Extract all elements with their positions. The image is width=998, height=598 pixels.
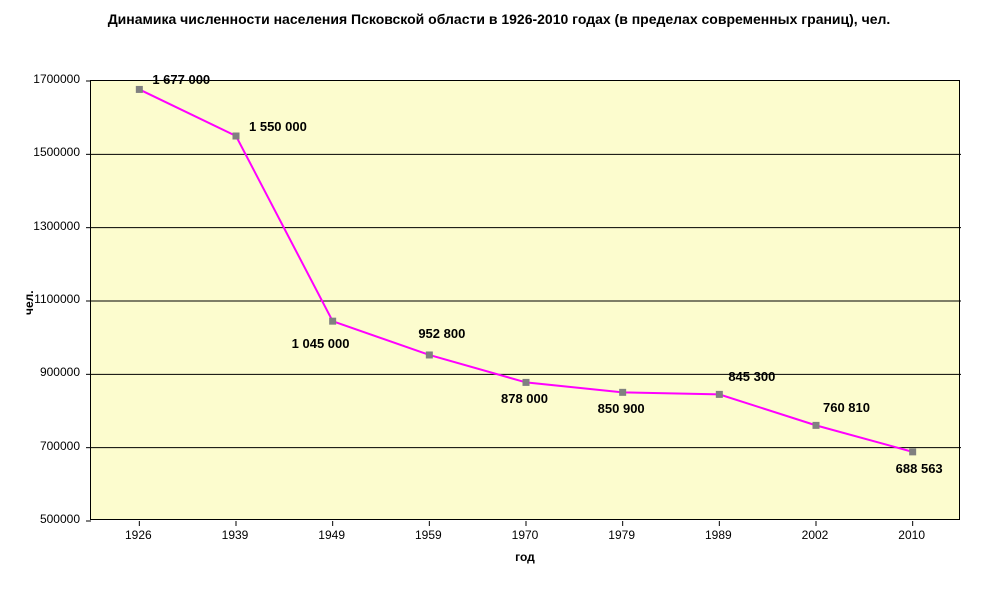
y-tick-label: 1500000 — [0, 145, 80, 159]
data-point-label: 845 300 — [728, 369, 775, 384]
data-point-label: 952 800 — [418, 326, 465, 341]
data-point-label: 850 900 — [598, 401, 645, 416]
y-tick-label: 900000 — [0, 365, 80, 379]
chart-title: Динамика численности населения Псковской… — [0, 10, 998, 28]
x-tick-label: 1979 — [592, 528, 652, 542]
y-tick-label: 1100000 — [0, 292, 80, 306]
y-tick-label: 700000 — [0, 439, 80, 453]
y-tick-label: 1300000 — [0, 219, 80, 233]
data-point-label: 1 045 000 — [292, 336, 350, 351]
y-axis-title: чел. — [22, 290, 36, 315]
x-tick-label: 1939 — [205, 528, 265, 542]
x-tick-label: 2010 — [882, 528, 942, 542]
y-tick-label: 1700000 — [0, 72, 80, 86]
data-point-label: 1 677 000 — [152, 72, 210, 87]
x-tick-label: 1926 — [108, 528, 168, 542]
data-point-label: 688 563 — [896, 461, 943, 476]
x-axis-title: год — [90, 550, 960, 564]
data-point-label: 1 550 000 — [249, 119, 307, 134]
x-tick-label: 2002 — [785, 528, 845, 542]
data-point-label: 760 810 — [823, 400, 870, 415]
population-chart: Динамика численности населения Псковской… — [0, 0, 998, 598]
x-tick-label: 1959 — [398, 528, 458, 542]
x-tick-label: 1970 — [495, 528, 555, 542]
y-tick-label: 500000 — [0, 512, 80, 526]
plot-area — [90, 80, 960, 520]
plot-svg — [91, 81, 961, 521]
x-tick-label: 1989 — [688, 528, 748, 542]
data-point-label: 878 000 — [501, 391, 548, 406]
x-tick-label: 1949 — [302, 528, 362, 542]
